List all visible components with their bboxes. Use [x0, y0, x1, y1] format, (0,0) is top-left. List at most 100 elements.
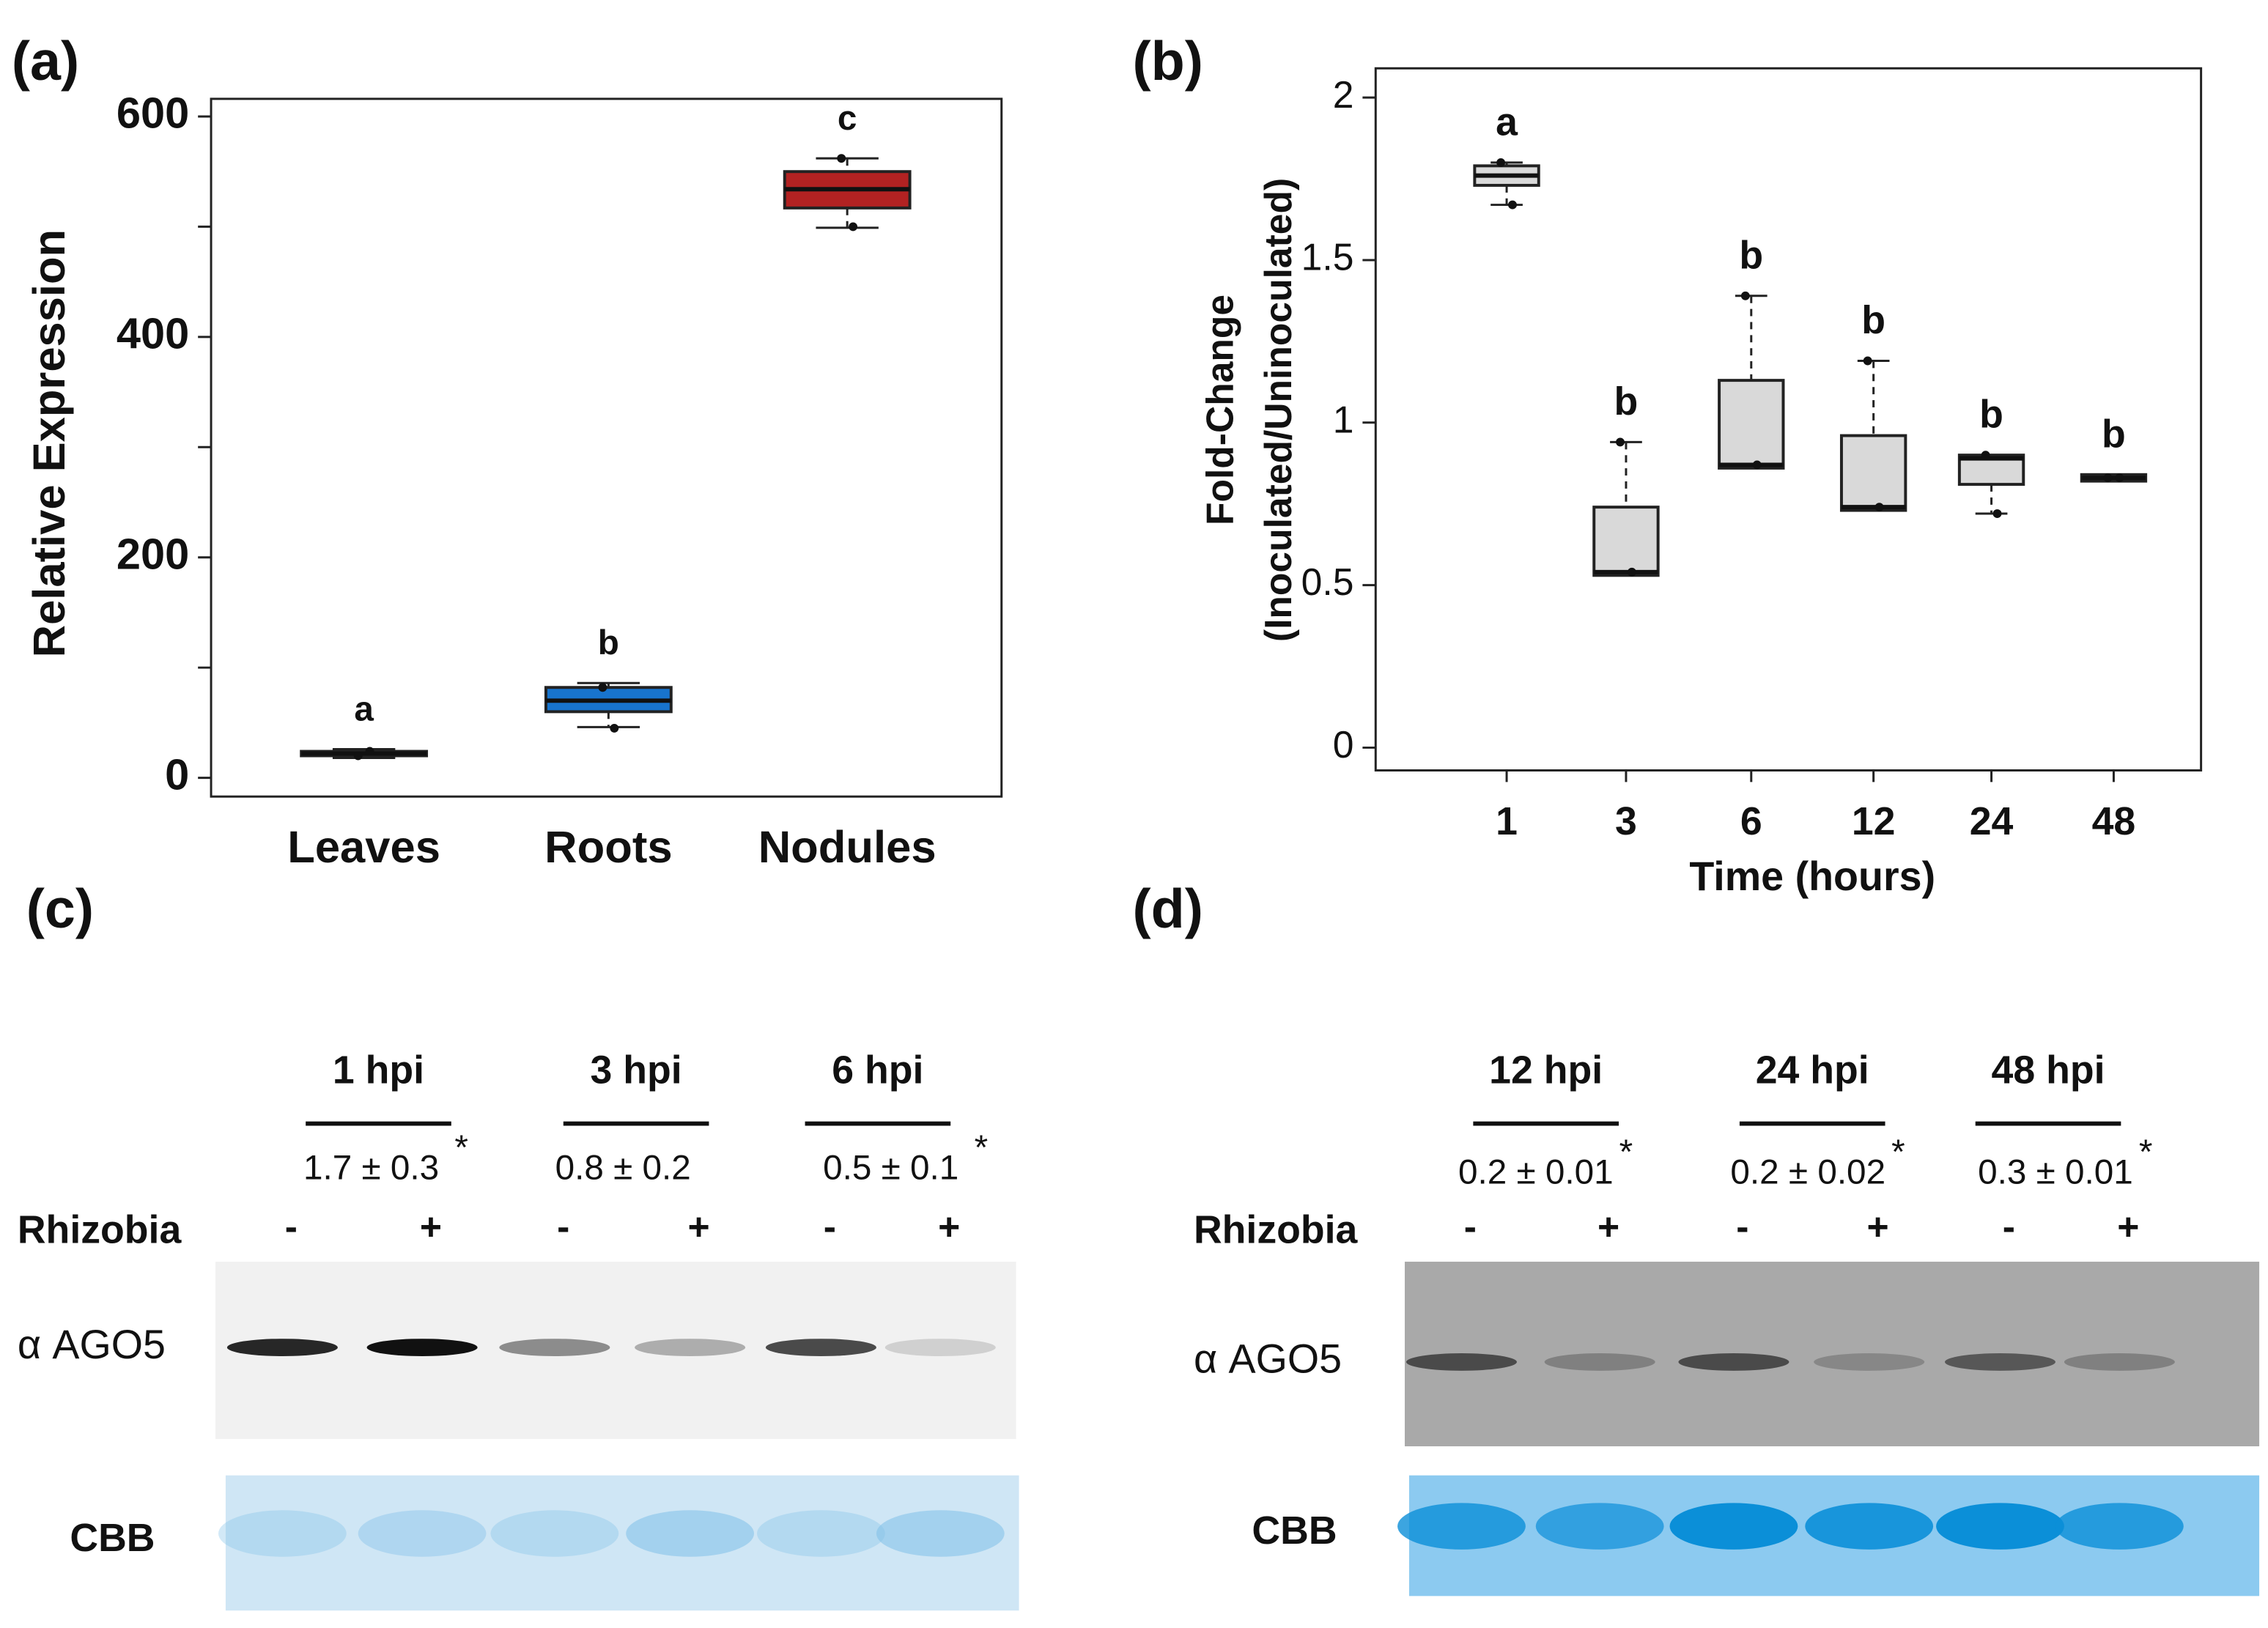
y-axis-title: Fold-Change [1198, 295, 1241, 525]
antibody-label: α AGO5 [18, 1322, 166, 1367]
protein-band [884, 1339, 996, 1357]
timepoint-label: 6 hpi [832, 1048, 923, 1092]
protein-band [226, 1339, 338, 1357]
cbb-band [1669, 1503, 1798, 1550]
data-point [2103, 473, 2113, 483]
y-tick-label: 600 [117, 89, 189, 138]
panel-label: (d) [1133, 878, 1203, 939]
data-point [1740, 291, 1750, 300]
protein-band [635, 1339, 746, 1357]
y-axis-title: (Inoculated/Uninoculated) [1257, 178, 1299, 642]
panel-label: (b) [1133, 30, 1203, 92]
data-point [598, 683, 607, 692]
protein-band [1406, 1353, 1517, 1371]
box [1839, 434, 1907, 512]
data-point [849, 222, 858, 232]
y-tick-label: 0 [165, 750, 189, 799]
treatment-sign: - [824, 1205, 836, 1248]
ratio-label: 0.2 ± 0.02 [1730, 1153, 1885, 1192]
panel-label: (c) [26, 878, 94, 939]
data-point [1863, 356, 1872, 366]
blot-image [215, 1262, 1016, 1440]
timepoint-label: 1 hpi [333, 1048, 424, 1092]
treatment-sign: - [1736, 1205, 1748, 1248]
cbb-band [1936, 1503, 2064, 1550]
ratio-label: 1.7 ± 0.3 [303, 1149, 439, 1188]
cbb-band [490, 1510, 619, 1557]
x-tick-label: 24 [1970, 799, 2014, 843]
significance-mark: * [1619, 1133, 1633, 1172]
panel-label: (a) [12, 30, 79, 92]
x-tick-label: 6 [1740, 799, 1762, 843]
y-tick-label: 0 [1333, 723, 1354, 766]
y-tick-label: 200 [117, 529, 189, 578]
ratio-label: 0.3 ± 0.01 [1978, 1153, 2133, 1192]
treatment-sign: - [285, 1205, 298, 1248]
significance-mark: * [1891, 1133, 1905, 1172]
ratio-label: 0.2 ± 0.01 [1458, 1153, 1614, 1192]
data-point [1992, 509, 2002, 518]
significance-mark: * [454, 1128, 468, 1167]
treatment-sign: + [687, 1205, 709, 1248]
cbb-band [876, 1510, 1005, 1557]
protein-band [366, 1339, 478, 1357]
loading-label: CBB [70, 1516, 155, 1560]
treatment-sign: + [1867, 1205, 1889, 1248]
data-point [353, 751, 363, 761]
significance-letter: b [1739, 233, 1763, 277]
data-point [1874, 503, 1884, 512]
significance-letter: a [1496, 100, 1518, 144]
cbb-band [1805, 1503, 1934, 1550]
significance-mark: * [975, 1128, 989, 1167]
data-point [1981, 451, 1990, 460]
treatment-sign: + [1597, 1205, 1619, 1248]
treatment-sign: + [420, 1205, 442, 1248]
timepoint-label: 3 hpi [591, 1048, 682, 1092]
significance-letter: b [2102, 412, 2126, 456]
significance-letter: b [1861, 298, 1885, 342]
x-axis-title: Time (hours) [1689, 854, 1935, 899]
x-tick-label: 12 [1852, 799, 1896, 843]
cbb-band [756, 1510, 885, 1557]
plot-frame [1374, 67, 2203, 772]
data-point [1508, 200, 1517, 210]
y-tick-label: 1 [1333, 398, 1354, 440]
significance-mark: * [2139, 1133, 2153, 1172]
protein-band [499, 1339, 610, 1357]
data-point [1496, 158, 1506, 167]
cbb-band [218, 1510, 347, 1557]
significance-letter: b [1979, 393, 2003, 437]
protein-band [1678, 1353, 1789, 1371]
y-tick-label: 2 [1333, 73, 1354, 116]
blot-image [1404, 1262, 2260, 1447]
significance-letter: b [598, 624, 619, 662]
loading-label: CBB [1252, 1509, 1337, 1553]
treatment-sign: + [2117, 1205, 2139, 1248]
box [1718, 379, 1785, 470]
cbb-band [2055, 1503, 2184, 1550]
treatment-sign: - [2003, 1205, 2015, 1248]
protein-band [1814, 1353, 1925, 1371]
significance-letter: c [838, 99, 857, 138]
cbb-band [1535, 1503, 1664, 1550]
y-tick-label: 0.5 [1301, 560, 1354, 603]
box [1592, 506, 1660, 577]
data-point [610, 723, 619, 733]
x-tick-label: Nodules [758, 822, 937, 873]
treatment-sign: + [938, 1205, 960, 1248]
data-point [365, 747, 374, 756]
row-label: Rhizobia [1194, 1208, 1359, 1252]
protein-band [1544, 1353, 1655, 1371]
protein-band [2064, 1353, 2175, 1371]
y-tick-label: 1.5 [1301, 236, 1354, 278]
cbb-band [1397, 1503, 1526, 1550]
significance-letter: a [354, 690, 374, 729]
treatment-sign: - [557, 1205, 569, 1248]
data-point [1752, 460, 1762, 470]
data-point [2115, 473, 2124, 483]
timepoint-label: 12 hpi [1489, 1048, 1603, 1092]
data-point [1616, 437, 1625, 447]
antibody-label: α AGO5 [1194, 1336, 1342, 1382]
timepoint-label: 48 hpi [1992, 1048, 2105, 1092]
